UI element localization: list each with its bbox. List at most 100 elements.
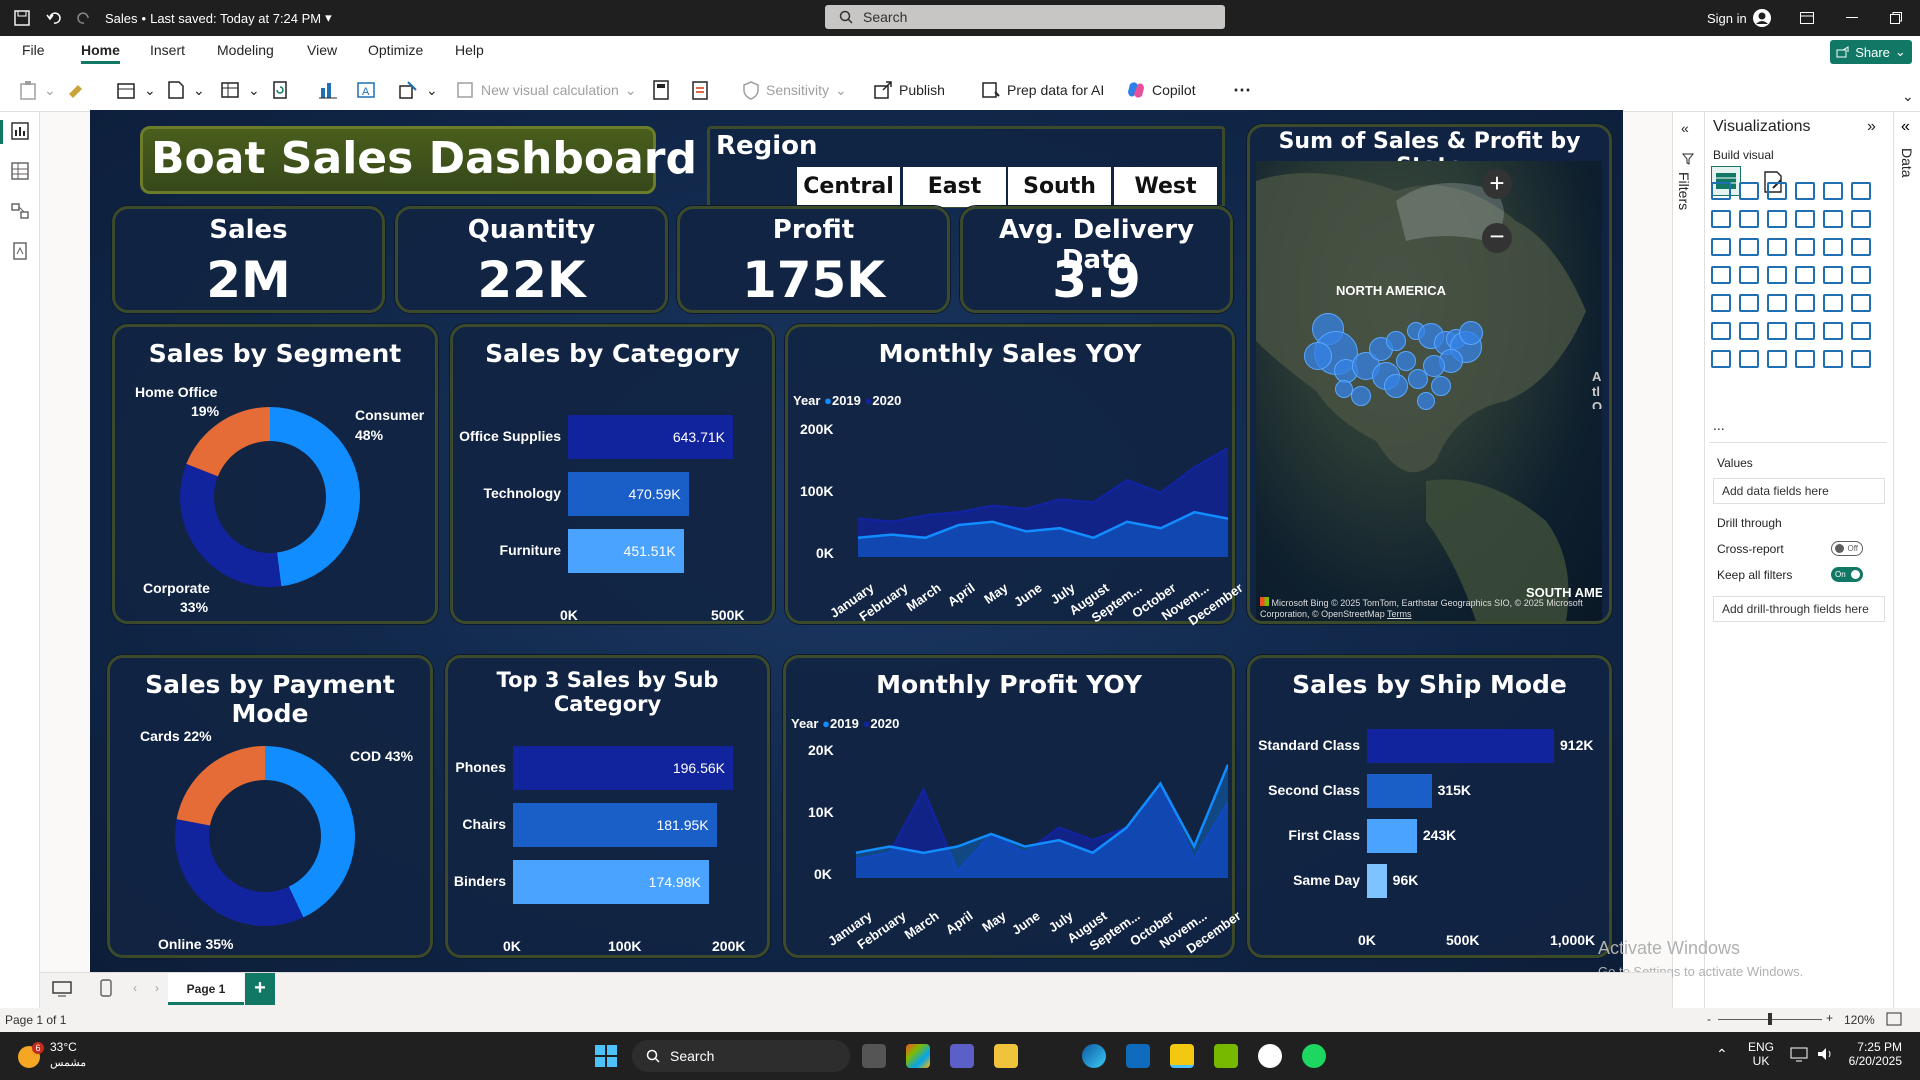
redo-icon[interactable] (76, 0, 92, 36)
language-indicator[interactable]: ENG UK (1748, 1040, 1774, 1068)
menu-home[interactable]: Home (81, 42, 120, 64)
prep-data-button[interactable]: Prep data for AI (981, 76, 1104, 104)
kpi-card-quantity[interactable]: Quantity 22K (395, 206, 668, 313)
undo-icon[interactable] (46, 0, 62, 36)
donut-slice[interactable] (179, 463, 282, 587)
bar[interactable] (568, 472, 689, 516)
edge-icon[interactable] (1082, 1044, 1106, 1068)
r-visual-visual-icon[interactable] (1823, 294, 1843, 312)
kpi-card-profit[interactable]: Profit 175K (677, 206, 950, 313)
map-bubble[interactable] (1386, 331, 1406, 351)
chatgpt-icon[interactable] (1258, 1044, 1282, 1068)
teams-icon[interactable] (950, 1044, 974, 1068)
desktop-layout-icon[interactable] (52, 981, 72, 1002)
model-view-icon[interactable] (11, 202, 29, 225)
kpi-card-sales[interactable]: Sales 2M (112, 206, 385, 313)
map-bubble[interactable] (1335, 380, 1353, 398)
gauge-visual-icon[interactable] (1795, 266, 1815, 284)
menu-file[interactable]: File (22, 42, 45, 58)
zoom-level[interactable]: 120% (1844, 1013, 1875, 1027)
values-drop-zone[interactable]: Add data fields here (1713, 478, 1885, 504)
scatter-visual-icon[interactable] (1767, 238, 1787, 256)
zoom-in-icon[interactable]: + (1826, 1011, 1834, 1025)
map-bubble[interactable] (1408, 369, 1428, 389)
stacked-area-visual-icon[interactable] (1767, 210, 1787, 228)
key-influencers-visual-icon[interactable] (1711, 322, 1731, 340)
ribbon-display-icon[interactable] (1800, 0, 1814, 36)
legend-item[interactable]: 2019 (831, 393, 861, 408)
region-central[interactable]: Central (797, 167, 900, 207)
report-view-icon[interactable] (11, 122, 29, 145)
new-visual-button[interactable] (318, 76, 338, 104)
filters-label[interactable]: Filters (1676, 172, 1692, 211)
excel-button[interactable]: ⌄ (165, 76, 205, 104)
region-south[interactable]: South (1008, 167, 1111, 207)
volume-icon[interactable] (1816, 1046, 1834, 1065)
build-visual-tab[interactable] (1711, 166, 1741, 196)
series-line[interactable] (858, 510, 1228, 540)
shipmode-bar-card[interactable]: Sales by Ship Mode Standard Class 912K Sec… (1247, 655, 1612, 958)
refresh-button[interactable] (270, 76, 290, 104)
data-rail[interactable]: « Data (1893, 112, 1920, 1012)
map-card[interactable]: Sum of Sales & Profit by State NORTH AME… (1247, 124, 1612, 624)
sensitivity-button[interactable]: Sensitivity ⌄ (742, 76, 847, 104)
format-visual-tab[interactable] (1759, 168, 1787, 201)
pie-visual-icon[interactable] (1795, 238, 1815, 256)
ribbon-more-button[interactable]: ⋯ (1233, 79, 1251, 100)
azure-map-visual-icon[interactable] (1767, 266, 1787, 284)
kpi-visual-icon[interactable] (1711, 294, 1731, 312)
account-icon[interactable] (1752, 0, 1772, 36)
copilot-app-icon[interactable] (906, 1044, 930, 1068)
payment-donut-card[interactable]: Sales by Payment Mode COD 43% Online 35%… (107, 655, 433, 958)
data-label[interactable]: Data (1899, 148, 1915, 178)
100-bar-visual-icon[interactable] (1823, 182, 1843, 200)
table-view-icon[interactable] (11, 162, 29, 185)
map-bubble[interactable] (1423, 355, 1445, 377)
menu-insert[interactable]: Insert (150, 42, 186, 58)
narrative-visual-icon[interactable] (1795, 322, 1815, 340)
legend-item[interactable]: 2019 (829, 716, 859, 731)
search-input[interactable]: Search (825, 5, 1225, 29)
line-stacked-visual-icon[interactable] (1823, 210, 1843, 228)
more-visuals-button[interactable]: ⌄ (398, 76, 438, 104)
terms-link[interactable]: Terms (1387, 609, 1412, 619)
waterfall-visual-icon[interactable] (1711, 238, 1731, 256)
matrix-visual-icon[interactable] (1795, 294, 1815, 312)
map-visual-icon[interactable] (1711, 266, 1731, 284)
monthly-profit-card[interactable]: Monthly Profit YOY Year ●2019 ●2020 20K … (783, 655, 1243, 958)
paste-button[interactable]: ⌄ (18, 76, 56, 104)
new-visual-calc-button[interactable]: New visual calculation ⌄ (455, 76, 636, 104)
region-east[interactable]: East (903, 167, 1006, 207)
stacked-bar-visual-icon[interactable] (1711, 182, 1731, 200)
shape-map-visual-icon[interactable] (1767, 350, 1787, 368)
drill-through-drop-zone[interactable]: Add drill-through fields here (1713, 596, 1885, 622)
monthly-sales-card[interactable]: Monthly Sales YOY Year ●2019 ●2020 200K … (785, 324, 1245, 628)
more-visuals-button[interactable]: ... (1713, 417, 1725, 433)
map-bubble[interactable] (1417, 392, 1435, 410)
funnel-visual-icon[interactable] (1739, 238, 1759, 256)
map-viewport[interactable]: NORTH AMERICA SOUTH AME Atl O + − Micros… (1256, 161, 1602, 621)
filled-map-visual-icon[interactable] (1739, 266, 1759, 284)
bar[interactable] (513, 746, 733, 790)
zoom-out-icon[interactable]: - (1707, 1012, 1711, 1026)
bar[interactable] (568, 415, 733, 459)
subcategory-bar-card[interactable]: Top 3 Sales by Sub Category Phones 196.56… (445, 655, 770, 958)
donut-visual-icon[interactable] (1823, 238, 1843, 256)
ribbon-visual-icon[interactable] (1851, 210, 1871, 228)
publish-button[interactable]: Publish (873, 76, 945, 104)
bar[interactable] (1367, 774, 1432, 808)
power-automate-visual-icon[interactable] (1739, 350, 1759, 368)
clock[interactable]: 7:25 PM 6/20/2025 (1846, 1040, 1902, 1068)
minimize-icon[interactable] (1846, 0, 1858, 36)
region-west[interactable]: West (1114, 167, 1217, 207)
outlook-icon[interactable] (1126, 1044, 1150, 1068)
fit-page-icon[interactable] (1886, 1012, 1902, 1029)
qa-visual-icon[interactable] (1767, 322, 1787, 340)
restore-icon[interactable] (1890, 0, 1902, 36)
menu-help[interactable]: Help (455, 42, 484, 58)
area-visual-icon[interactable] (1739, 210, 1759, 228)
mobile-layout-icon[interactable] (100, 979, 112, 1002)
clustered-bar-visual-icon[interactable] (1767, 182, 1787, 200)
bar[interactable] (1367, 864, 1387, 898)
bar[interactable] (513, 860, 709, 904)
